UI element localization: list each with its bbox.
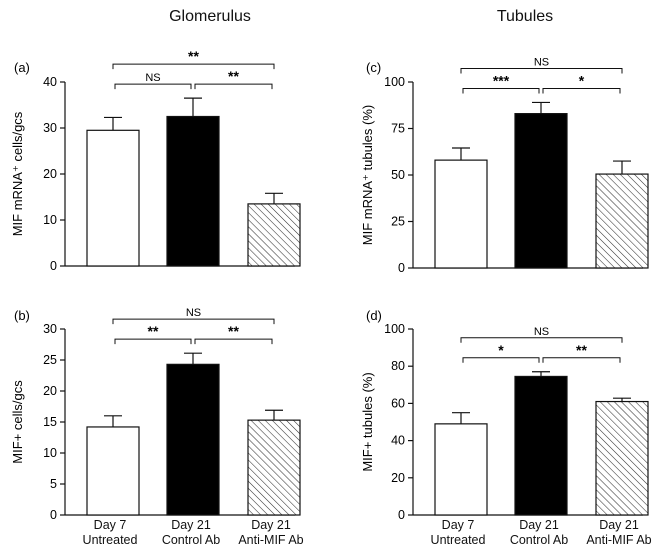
panel-2-ytick-label-0: 0: [50, 508, 57, 522]
panel-1-ytick-label-2: 50: [391, 168, 405, 182]
panel-3-bar-2: [595, 400, 649, 516]
panel-1-ytick-label-1: 25: [391, 215, 405, 229]
panel-1-sig-bracket-2: [460, 67, 623, 74]
panel-3-ytick-label-3: 60: [391, 396, 405, 410]
panel-2-sig-label-0: **: [148, 323, 159, 339]
x-category-anti-mif-right: Day 21 Anti-MIF Ab: [574, 518, 660, 548]
panel-3-sig-bracket-2: [460, 337, 623, 343]
panel-2-ytick-label-3: 15: [43, 415, 57, 429]
x-category-control-right-line2: Control Ab: [509, 533, 569, 547]
panel-2-ytick-label-6: 30: [43, 322, 57, 336]
panel-2-sig-bracket-0: [114, 338, 192, 345]
panel-0-ylabel: MIF mRNA⁺ cells/gcs: [10, 111, 25, 236]
panel-3-ytick-label-0: 0: [398, 508, 405, 522]
x-category-untreated: Day 7 Untreated: [65, 518, 155, 548]
panel-3-sig-label-2: NS: [534, 326, 549, 338]
x-category-control: Day 21 Control Ab: [146, 518, 236, 548]
panel-1-label: (c): [366, 60, 381, 75]
panel-0-sig-bracket-2: [112, 63, 275, 70]
panel-3-sig-bracket-1: [542, 357, 621, 363]
x-category-untreated-line2: Untreated: [82, 533, 138, 547]
panel-3-label: (d): [366, 308, 382, 323]
panel-0-bar-1: [166, 115, 220, 267]
panel-2-ytick-label-4: 20: [43, 384, 57, 398]
panel-0-ytick-label-0: 0: [50, 259, 57, 273]
panel-2-bar-1: [166, 363, 220, 516]
x-category-untreated-right-line1: Day 7: [441, 518, 475, 532]
x-category-untreated-line1: Day 7: [93, 518, 127, 532]
panel-1-ytick-label-3: 75: [391, 122, 405, 136]
panel-0-sig-bracket-1: [194, 83, 273, 90]
panel-3-sig-label-0: *: [498, 342, 504, 358]
panel-2-ylabel: MIF+ cells/gcs: [10, 380, 25, 464]
panel-2-ytick-label-2: 10: [43, 446, 57, 460]
x-category-anti-mif-line1: Day 21: [251, 518, 291, 532]
panel-1-sig-label-2: NS: [534, 56, 549, 68]
panel-1-sig-label-0: ***: [493, 72, 510, 88]
panel-2-bar-2: [247, 419, 301, 516]
panel-1-bar-0: [434, 159, 488, 269]
panel-3-ytick-label-2: 40: [391, 434, 405, 448]
panel-1-ylabel: MIF mRNA⁺ tubules (%): [360, 105, 375, 246]
x-category-untreated-right-line2: Untreated: [430, 533, 486, 547]
panel-3-sig-bracket-0: [462, 357, 540, 363]
panel-0-ytick-label-2: 20: [43, 167, 57, 181]
panel-1-sig-bracket-0: [462, 87, 540, 94]
panel-2-sig-label-2: NS: [186, 307, 201, 319]
panel-2-ytick-label-1: 5: [50, 477, 57, 491]
x-category-anti-mif: Day 21 Anti-MIF Ab: [226, 518, 316, 548]
x-category-anti-mif-right-line2: Anti-MIF Ab: [586, 533, 652, 547]
panel-2-ytick-label-5: 25: [43, 353, 57, 367]
panel-3-bar-1: [514, 375, 568, 516]
column-title-glomerulus: Glomerulus: [169, 8, 251, 25]
panel-0-ytick-label-3: 30: [43, 121, 57, 135]
panel-0-sig-bracket-0: [114, 83, 192, 90]
panel-0-sig-label-1: **: [228, 68, 239, 84]
x-category-control-right-line1: Day 21: [519, 518, 559, 532]
x-category-anti-mif-right-line1: Day 21: [599, 518, 639, 532]
panel-1-bar-1: [514, 113, 568, 269]
panel-1-ytick-label-4: 100: [384, 75, 405, 89]
panel-1-bar-2: [595, 173, 649, 269]
panel-0-ytick-label-1: 10: [43, 213, 57, 227]
x-category-control-line2: Control Ab: [161, 533, 221, 547]
panel-0-sig-label-2: **: [188, 48, 199, 64]
panel-3-ylabel: MIF+ tubules (%): [360, 372, 375, 471]
panel-3-ytick-label-5: 100: [384, 322, 405, 336]
panel-2-sig-bracket-1: [194, 338, 273, 345]
panel-0-ytick-label-4: 40: [43, 75, 57, 89]
panel-3-sig-label-1: **: [576, 342, 587, 358]
panel-1-sig-label-1: *: [579, 72, 585, 88]
panel-3-ytick-label-1: 20: [391, 471, 405, 485]
column-title-tubules: Tubules: [496, 8, 554, 25]
panel-3-ytick-label-4: 80: [391, 359, 405, 373]
panel-3-bar-0: [434, 423, 488, 516]
x-category-untreated-right: Day 7 Untreated: [413, 518, 503, 548]
panel-2-bar-0: [86, 426, 140, 516]
panel-0-bar-2: [247, 203, 301, 267]
panel-2-label: (b): [14, 308, 30, 323]
panel-2-sig-label-1: **: [228, 323, 239, 339]
panel-0-bar-0: [86, 129, 140, 267]
panel-1-sig-bracket-1: [542, 87, 621, 94]
x-category-anti-mif-line2: Anti-MIF Ab: [238, 533, 304, 547]
panel-1-ytick-label-0: 0: [398, 261, 405, 275]
x-category-control-right: Day 21 Control Ab: [494, 518, 584, 548]
panel-0-sig-label-0: NS: [145, 72, 160, 84]
panel-0-label: (a): [14, 60, 30, 75]
x-category-control-line1: Day 21: [171, 518, 211, 532]
panel-2-sig-bracket-2: [112, 318, 275, 325]
